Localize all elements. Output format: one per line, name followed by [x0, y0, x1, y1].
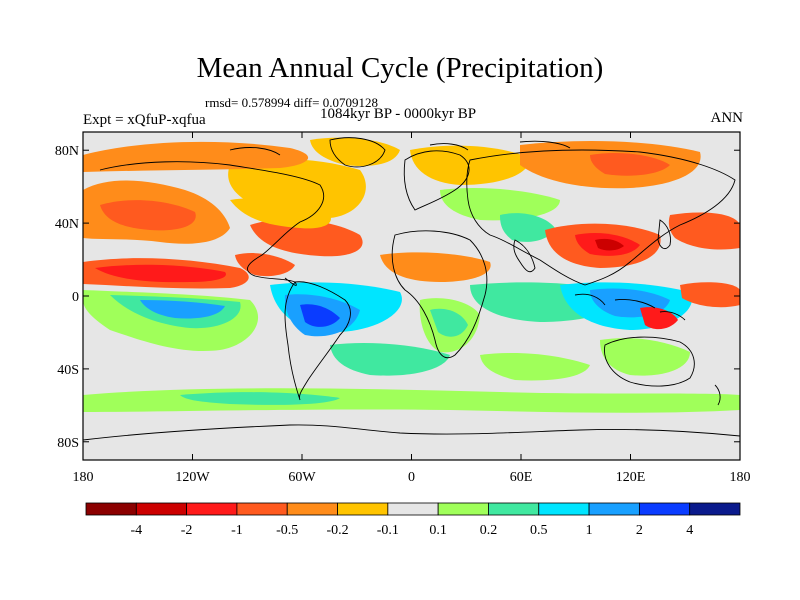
chart-title: Mean Annual Cycle (Precipitation) — [196, 52, 604, 84]
colorbar-label: 0.2 — [480, 523, 498, 538]
lat-label: 80N — [55, 144, 79, 159]
coast-north-america — [99, 161, 325, 286]
lon-label: 60E — [510, 470, 533, 485]
colorbar-swatch — [236, 502, 288, 516]
coast-antarctica — [83, 424, 740, 441]
colorbar: -4 -2 -1 -0.5 -0.2 -0.1 0.1 0.2 0.5 1 2 4 — [85, 502, 741, 538]
lat-label: 0 — [72, 290, 79, 305]
coast-south-america — [284, 281, 351, 401]
region-australia — [600, 338, 690, 376]
region-india-green — [500, 213, 555, 242]
coast-africa — [391, 230, 488, 359]
region-arctic — [83, 141, 309, 172]
colorbar-swatch — [689, 502, 741, 516]
season-label: ANN — [710, 110, 744, 126]
colorbar-swatch — [538, 502, 590, 516]
colorbar-label: 0.5 — [530, 523, 548, 538]
colorbar-label: -0.2 — [326, 523, 348, 538]
lat-label: 40S — [57, 363, 79, 378]
colorbar-label: -2 — [181, 523, 193, 538]
coast-greenland — [329, 137, 386, 168]
colorbar-swatch — [588, 502, 640, 516]
stats-text: rmsd= 0.578994 diff= 0.0709128 — [205, 95, 378, 110]
coast-japan — [657, 219, 671, 250]
colorbar-swatch — [387, 502, 439, 516]
lon-label: 120E — [616, 470, 646, 485]
colorbar-label: -0.1 — [377, 523, 399, 538]
region-south-atlantic — [330, 343, 450, 376]
colorbar-label: 0.1 — [429, 523, 447, 538]
coast-india — [513, 239, 536, 273]
region-north-atlantic — [250, 219, 363, 257]
region-south-america-core — [300, 304, 340, 327]
colorbar-swatch — [488, 502, 540, 516]
colorbar-swatch — [437, 502, 489, 516]
coast-arctic-islands — [229, 140, 571, 156]
region-north-pacific-core — [100, 200, 196, 231]
coast-asia — [466, 149, 736, 286]
region-africa-cyan — [430, 308, 468, 337]
region-new-guinea-red — [640, 307, 678, 330]
region-central-pacific-red — [680, 282, 740, 308]
colorbar-label: 4 — [686, 523, 693, 538]
latitude-axis: 80N 40N 0 40S 80S — [55, 144, 740, 451]
region-atlantic-yellow — [230, 198, 331, 229]
lon-label: 180 — [73, 470, 94, 485]
colorbar-swatch — [337, 502, 389, 516]
colorbar-label: -0.5 — [276, 523, 298, 538]
region-pacific-blue-core — [140, 300, 225, 319]
region-central-america — [235, 253, 295, 277]
period-text: 1084kyr BP - 0000kyr BP — [320, 106, 477, 122]
lon-label: 60W — [288, 470, 316, 485]
colorbar-swatch — [85, 502, 137, 516]
colorbar-label: 1 — [586, 523, 593, 538]
colorbar-swatch — [186, 502, 238, 516]
coast-indonesia — [574, 293, 686, 321]
region-sahara — [380, 252, 491, 282]
region-central-asia-green — [440, 188, 560, 221]
colorbar-label: -1 — [231, 523, 243, 538]
region-tropical-pacific-core — [95, 264, 226, 283]
region-south-indian — [480, 353, 590, 381]
lon-label: 180 — [730, 470, 751, 485]
region-greenland — [310, 137, 400, 167]
colorbar-swatch — [638, 502, 691, 516]
lat-label: 40N — [55, 217, 79, 232]
region-east-asia-dark — [595, 238, 624, 251]
map-field — [83, 132, 740, 460]
coastlines — [83, 137, 740, 441]
lon-label: 0 — [408, 470, 415, 485]
colorbar-label: 2 — [636, 523, 643, 538]
colorbar-swatch — [135, 502, 188, 516]
colorbar-swatch — [286, 502, 338, 516]
colorbar-label: -4 — [130, 523, 142, 538]
coast-new-zealand — [714, 384, 721, 406]
experiment-label: Expt = xQfuP-xqfua — [83, 112, 206, 128]
longitude-axis: 180 120W 60W 0 60E 120E 180 — [73, 132, 751, 485]
lat-label: 80S — [57, 436, 79, 451]
lon-label: 120W — [175, 470, 210, 485]
coast-australia — [604, 336, 695, 387]
coast-europe — [403, 150, 470, 211]
region-siberia-core — [590, 153, 670, 176]
